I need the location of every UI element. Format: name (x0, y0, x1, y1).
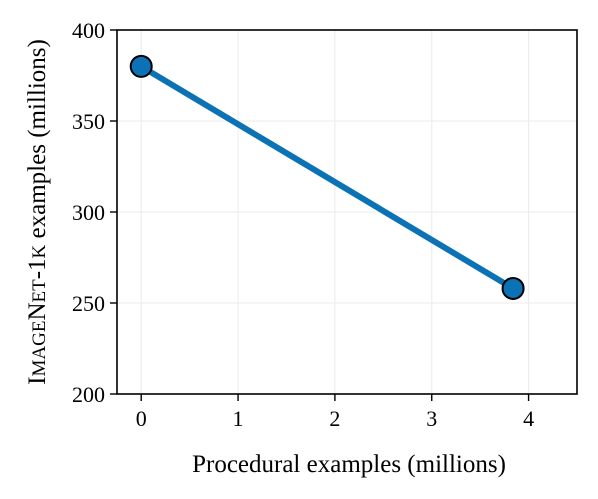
y-axis-label-part: -1 (24, 258, 51, 279)
x-tick-label: 0 (136, 406, 147, 431)
series-line (139, 63, 515, 292)
data-point (129, 54, 153, 78)
y-tick-label: 200 (72, 382, 105, 407)
y-axis-label: IMAGENET-1K examples (millions) (24, 39, 51, 385)
y-tick-label: 350 (72, 109, 105, 134)
x-axis-label: Procedural examples (millions) (192, 451, 506, 478)
data-point (501, 276, 525, 300)
y-axis-label-part: N (24, 302, 51, 320)
y-axis-label-part: examples (millions) (24, 39, 51, 245)
ticks: 0 1 2 3 4 200 250 300 350 400 (72, 18, 534, 431)
y-axis-label-part: I (24, 377, 51, 385)
y-tick-label: 300 (72, 200, 105, 225)
y-axis-label-part: K (29, 244, 50, 258)
y-tick-label: 400 (72, 18, 105, 43)
grid (117, 29, 577, 395)
y-axis-label-part: ET (29, 279, 50, 303)
y-tick-label: 250 (72, 291, 105, 316)
y-axis-label-part: MAGE (29, 321, 50, 377)
x-tick-label: 4 (523, 406, 534, 431)
series-layer (129, 54, 525, 300)
x-tick-label: 2 (329, 406, 340, 431)
x-tick-label: 1 (233, 406, 244, 431)
x-tick-label: 3 (426, 406, 437, 431)
